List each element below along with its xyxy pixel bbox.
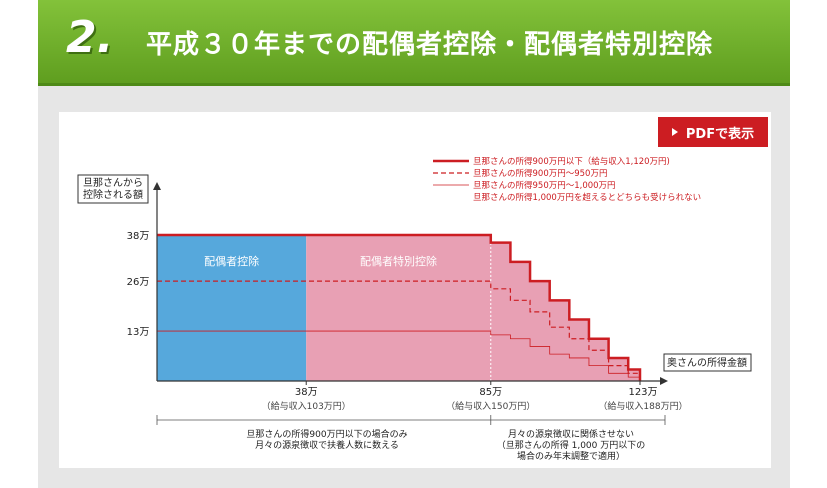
x-tick-sub-0: （給与収入103万円） [262,400,351,412]
y-label-box [77,174,149,204]
legend-entry-3: 旦那さんの所得1,000万円を超えるとどちらも受けられない [473,192,701,203]
section-number: 2. [66,12,114,63]
pdf-button[interactable]: PDFで表示 [658,117,768,147]
y-axis-label-0: 旦那さんから [83,177,143,189]
note-right-2: 場合のみ年末調整で適用） [517,450,625,462]
series-line-2 [157,330,641,381]
x-tick-label-0: 38万 [295,387,318,398]
x-tick-sub-1: （給与収入150万円） [446,400,535,412]
legend-entry-1: 旦那さんの所得900万円～950万円 [473,168,607,179]
note-right-1: （旦那さんの所得 1,000 万円以下の [497,439,646,451]
note-right-0: 月々の源泉徴収に関係させない [508,428,634,440]
note-left-0: 旦那さんの所得900万円以下の場合のみ [246,428,407,440]
x-tick-label-2: 123万 [628,387,657,398]
y-axis-label-1: 控除される額 [83,188,143,201]
region-label-0: 配偶者控除 [204,254,259,268]
pdf-button-label: PDFで表示 [685,126,755,142]
page-header: 2. 平成３０年までの配偶者控除・配偶者特別控除 [38,0,790,86]
x-axis-label: 奥さんの所得金額 [667,356,747,369]
region-label-1: 配偶者特別控除 [360,254,437,268]
x-axis-arrow [660,377,668,385]
region-0 [157,235,307,381]
legend-entry-2: 旦那さんの所得950万円～1,000万円 [473,180,616,191]
x-tick-label-1: 85万 [479,387,502,398]
note-left-1: 月々の源泉徴収で扶養人数に数える [255,439,399,451]
y-tick-label-1: 26万 [127,277,150,288]
y-tick-label-0: 38万 [127,231,150,242]
y-axis-arrow [153,182,161,190]
legend-entry-0: 旦那さんの所得900万円以下（給与収入1,120万円) [473,156,670,167]
x-label-box [663,353,752,372]
y-tick-label-2: 13万 [127,327,150,338]
series-line-1 [157,280,641,381]
triangle-right-icon [671,128,678,136]
series-line-0 [157,233,642,381]
x-tick-sub-2: （給与収入188万円） [598,400,687,412]
region-mask [490,235,640,381]
page-title: 平成３０年までの配偶者控除・配偶者特別控除 [146,30,714,60]
